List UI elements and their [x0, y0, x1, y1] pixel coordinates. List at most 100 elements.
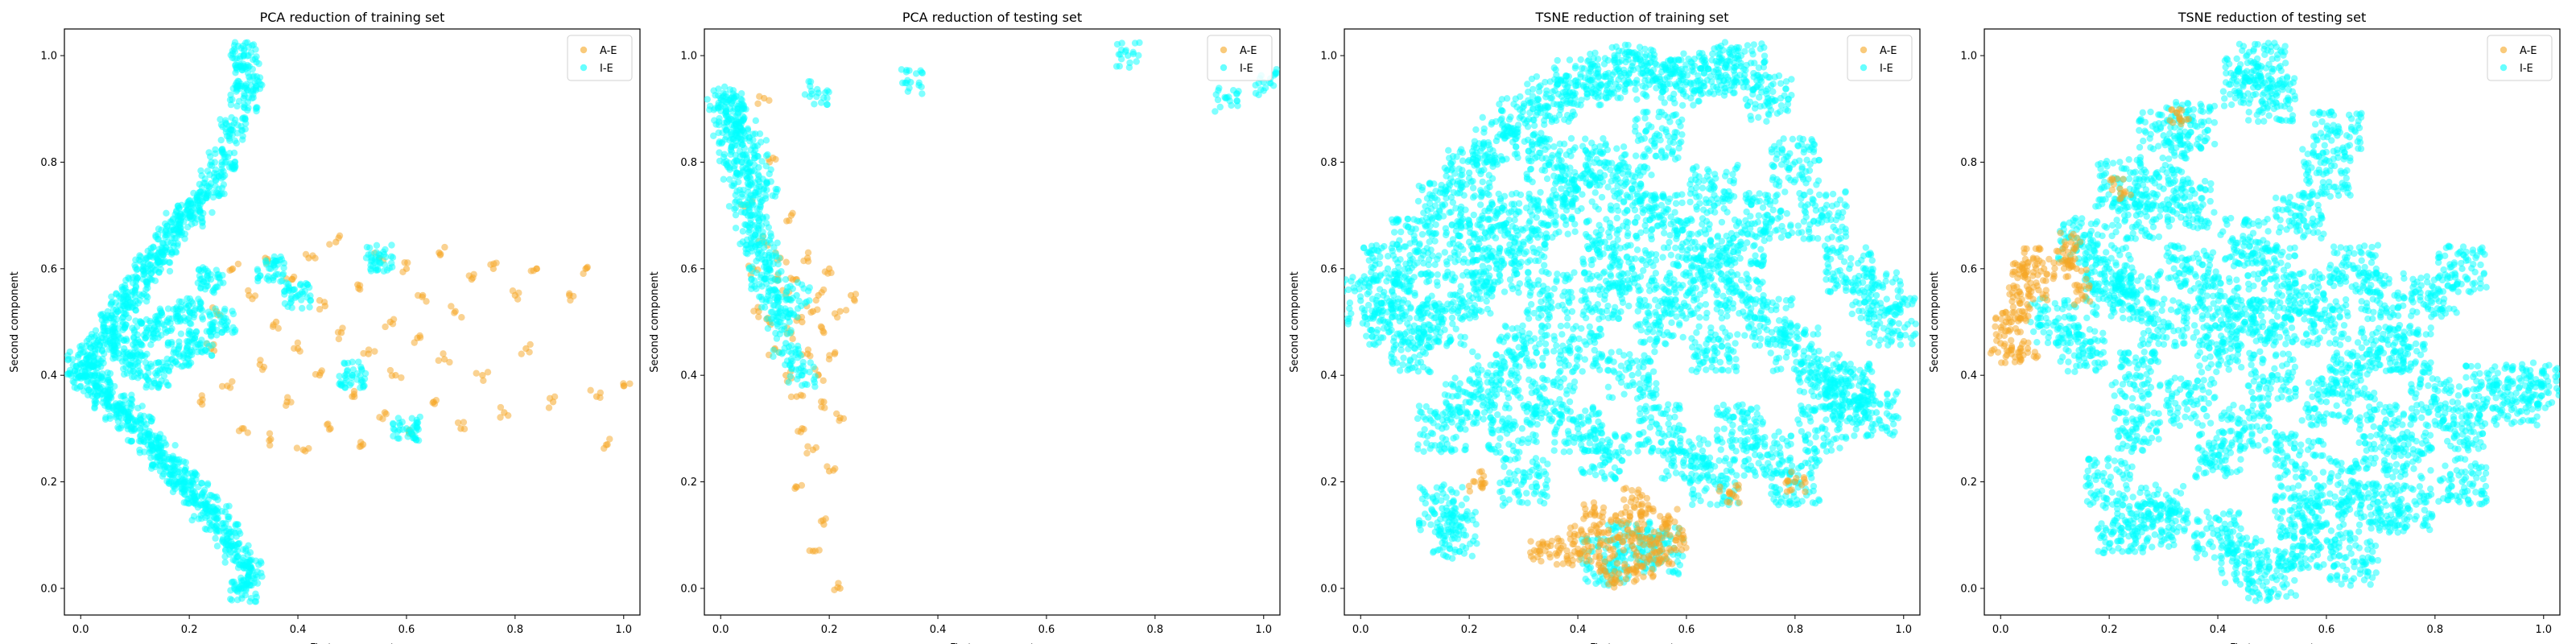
point-ie — [225, 515, 232, 522]
point-ie — [1578, 64, 1586, 72]
point-ie — [1392, 256, 1399, 263]
point-ie — [1868, 257, 1876, 264]
point-ie — [135, 338, 143, 346]
point-ie — [1592, 69, 1600, 76]
point-ie — [1785, 164, 1793, 172]
point-ie — [184, 214, 192, 222]
point-ie — [1462, 206, 1469, 213]
point-ie — [110, 342, 118, 350]
point-ie — [1396, 367, 1404, 374]
point-ie — [729, 99, 736, 106]
point-ie — [737, 130, 744, 138]
point-ie — [738, 193, 745, 200]
point-ae — [822, 515, 829, 522]
chart-panel-3: TSNE reduction of training setFirst comp… — [1289, 10, 1921, 644]
point-ie — [163, 209, 170, 217]
point-ie — [1715, 66, 1722, 74]
point-ie — [193, 493, 201, 501]
point-ie — [299, 290, 307, 298]
point-ie — [1755, 93, 1763, 101]
point-ie — [1381, 288, 1388, 296]
point-ie — [1448, 314, 1456, 322]
point-ae — [545, 404, 553, 411]
point-ie — [1125, 64, 1133, 71]
point-ie — [760, 244, 768, 251]
point-ae — [546, 394, 554, 402]
point-ie — [1871, 333, 1878, 341]
point-ie — [1418, 230, 1426, 238]
point-ie — [1901, 324, 1909, 332]
point-ie — [412, 436, 420, 444]
point-ie — [235, 527, 242, 535]
x-tick-label: 0.4 — [290, 624, 307, 636]
point-ie — [175, 298, 183, 305]
point-ie — [785, 343, 793, 351]
point-ie — [1750, 41, 1757, 48]
point-ae — [275, 324, 282, 332]
point-ie — [1431, 202, 1439, 209]
point-ie — [1360, 244, 1368, 252]
point-ie — [171, 441, 179, 449]
point-ie — [157, 266, 165, 273]
point-ie — [787, 327, 795, 334]
point-ie — [234, 564, 242, 572]
point-ie — [1368, 263, 1375, 270]
point-ie — [1780, 135, 1787, 142]
point-ie — [1435, 323, 1442, 331]
point-ie — [741, 208, 749, 217]
point-ie — [738, 96, 745, 104]
point-ie — [1472, 126, 1480, 134]
chart-panel-1: PCA reduction of training setFirst compo… — [9, 10, 641, 644]
point-ie — [1443, 187, 1450, 195]
point-ie — [1370, 341, 1377, 348]
point-ie — [238, 579, 246, 586]
point-ie — [1335, 294, 1342, 300]
point-ae — [606, 436, 613, 443]
point-ae — [824, 463, 831, 470]
point-ae — [527, 267, 535, 275]
point-ie — [1377, 334, 1385, 341]
point-ae — [515, 289, 522, 296]
legend: A-EI-E — [1207, 35, 1273, 81]
point-ie — [186, 295, 193, 303]
point-ie — [198, 214, 206, 221]
point-ie — [1620, 69, 1629, 77]
point-ie — [1689, 85, 1696, 93]
point-ie — [1216, 103, 1224, 111]
point-ae — [787, 393, 795, 401]
point-ie — [797, 352, 804, 359]
point-ie — [390, 419, 397, 427]
point-ie — [1468, 308, 1476, 316]
point-ie — [716, 157, 724, 165]
point-ie — [1577, 73, 1584, 80]
point-ie — [1401, 330, 1409, 338]
point-ie — [98, 346, 106, 354]
point-ie — [1412, 225, 1419, 233]
point-ie — [1597, 101, 1604, 109]
x-tick-label: 0.6 — [1678, 624, 1695, 636]
point-ie — [255, 60, 262, 68]
point-ie — [824, 94, 831, 102]
point-ie — [132, 256, 139, 263]
point-ie — [254, 573, 261, 580]
point-ie — [1751, 60, 1758, 67]
x-tick-label: 0.4 — [930, 624, 947, 636]
point-ae — [836, 417, 843, 424]
point-ae — [266, 430, 274, 437]
point-ie — [1763, 118, 1770, 126]
point-ie — [1824, 287, 1832, 295]
point-ae — [756, 93, 763, 101]
point-ie — [107, 301, 114, 308]
point-ie — [1766, 74, 1773, 81]
point-ie — [413, 423, 420, 430]
point-ie — [1755, 81, 1762, 89]
point-ie — [1344, 318, 1352, 325]
point-ie — [164, 305, 172, 312]
point-ie — [1633, 96, 1641, 103]
point-ie — [159, 473, 167, 480]
point-ie — [1682, 61, 1690, 68]
point-ae — [526, 349, 533, 356]
point-ie — [1451, 170, 1459, 177]
point-ie — [1533, 72, 1541, 80]
point-ie — [1862, 244, 1870, 251]
